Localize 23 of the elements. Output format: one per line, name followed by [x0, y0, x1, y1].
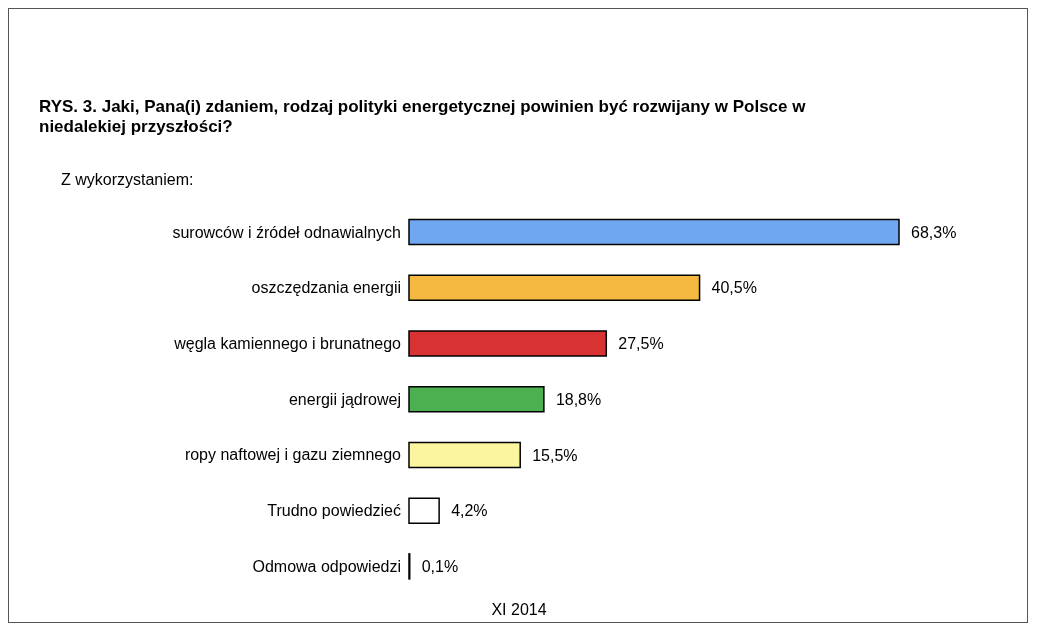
data-label: 27,5% [618, 335, 664, 353]
text: XI 2014 [490, 601, 548, 619]
data-label: 68,3% [911, 223, 957, 241]
y-tick-label: surowców i źródeł odnawialnych [172, 223, 401, 241]
bar [408, 218, 900, 246]
data-label: 15,5% [532, 446, 578, 464]
data-label: 40,5% [711, 279, 757, 297]
y-tick-label: oszczędzania energii [251, 279, 401, 297]
data-label: 0,1% [421, 558, 459, 576]
data-label: 18,8% [555, 390, 602, 408]
bar [408, 497, 440, 524]
bar [408, 441, 521, 469]
y-tick-label: energii jądrowej [288, 390, 401, 408]
y-tick-label: ropy naftowej i gazu ziemnego [184, 446, 402, 464]
y-tick-label: węgla kamiennego i brunatnego [173, 334, 402, 352]
y-tick-label: Trudno powiedzieć [267, 502, 401, 520]
text: Z wykorzystaniem: [61, 171, 194, 189]
y-tick-label: Odmowa odpowiedzi [252, 557, 401, 575]
chart-title: RYS. 3. Jaki, Pana(i) zdaniem, rodzaj polityki energetycznej powinien być rozwijany w Polsce w niedalekiej przyszłości? [39, 97, 807, 137]
bar [408, 330, 608, 357]
bar [408, 274, 701, 302]
data-label: 4,2% [451, 502, 488, 520]
bar [408, 385, 545, 413]
